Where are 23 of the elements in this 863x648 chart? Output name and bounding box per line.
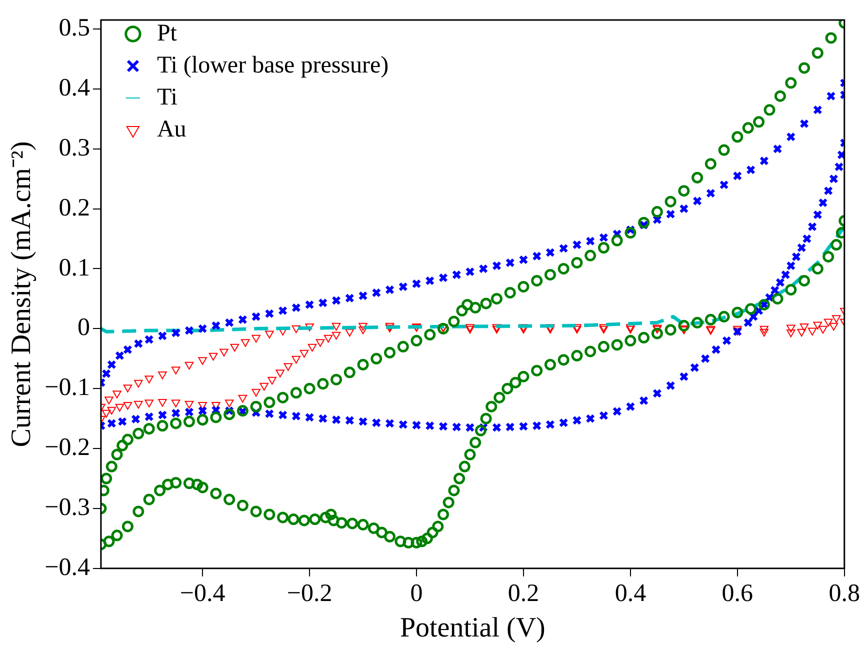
y-axis-title: Current Density (mA.cm⁻²) [6,141,38,448]
y-tick-label: −0.2 [44,434,90,462]
y-tick-label: −0.1 [44,374,90,402]
x-tick-label: 0 [410,580,423,607]
x-axis-title: Potential (V) [400,612,546,644]
x-tick-label: −0.4 [180,580,226,607]
x-tick-label: 0.4 [614,580,647,607]
legend-label: Ti (lower base pressure) [156,52,389,78]
x-tick-label: 0.8 [828,580,860,607]
y-tick-label: 0.1 [58,254,90,282]
y-tick-label: 0.3 [58,134,90,162]
x-tick-label: 0.2 [508,580,540,607]
y-tick-label: 0.5 [58,14,90,42]
y-tick-label: 0.2 [58,194,90,222]
legend-label: Pt [156,20,178,46]
x-tick-label: 0.6 [722,580,754,607]
y-tick-label: −0.3 [44,494,90,522]
legend-label: Ti [156,84,178,110]
legend-label: Au [156,116,186,142]
y-tick-label: 0.4 [58,74,90,102]
y-tick-label: −0.4 [44,554,90,581]
y-tick-label: 0 [77,314,90,342]
x-tick-label: −0.2 [286,580,332,607]
